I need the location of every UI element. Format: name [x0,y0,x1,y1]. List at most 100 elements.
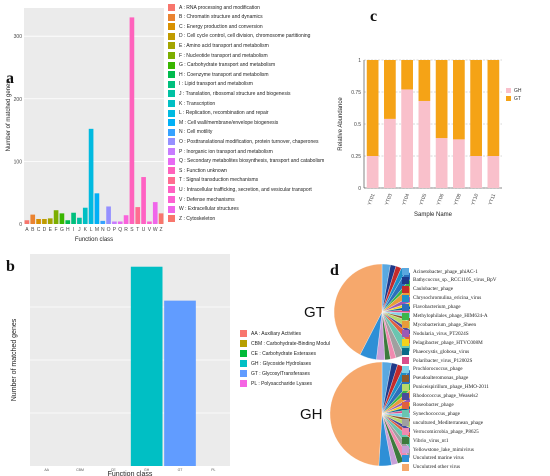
y-axis-label: Number of matched genes [6,81,12,152]
bar-YT05-GT [418,60,431,101]
legend-label: GT : GlycosylTransferases [251,370,310,377]
legend-item-virus-2: Caulobacter_phage [402,285,453,293]
legend-label: P : Inorganic ion transport and metaboli… [179,148,273,155]
legend-swatch [168,61,175,69]
legend-swatch [402,374,409,382]
legend-item-Z: Z : Cytoskeleton [168,215,216,223]
bar-K [82,207,88,224]
legend-item-virus-5: Methylophilales_phage_HIM624-A [402,312,488,320]
legend-swatch [168,138,175,146]
legend-swatch [168,90,175,98]
legend-item-virus-0: Acinetobacter_phage_phiAC-1 [402,268,478,275]
x-tick-label: CBM [76,468,84,472]
pie-GT-slice-22 [333,263,383,355]
x-tick-label: G [60,227,64,233]
legend-swatch [402,392,409,400]
x-tick-label: I [73,227,74,233]
legend-d: Acinetobacter_phage_phiAC-1 Bathycoccus_s… [402,268,550,472]
legend-label: Rhodococcus_phage_Weasels2 [413,393,478,400]
legend-swatch [168,4,175,11]
bar-N [100,220,106,224]
legend-item-S: S : Function unknown [168,167,227,175]
legend-item-G: G : Carbohydrate transport and metabolis… [168,61,275,69]
legend-label: Q : Secondary metabolites biosynthesis, … [179,158,325,165]
panel-label-c: c [370,8,378,25]
pie-GH-slice-22 [329,361,383,467]
bar-YT06-GH [435,138,448,188]
legend-label: Polaribacter_virus_P12002S [413,357,473,364]
legend-swatch [168,42,175,50]
bar-YT10-GH [470,156,482,188]
y-tick-label: 1 [358,58,361,64]
legend-swatch [402,428,409,436]
y-tick-label: 0 [358,186,361,192]
legend-label-GT: GT [514,96,521,102]
legend-swatch [240,380,247,387]
legend-swatch [240,370,247,377]
legend-a: A : RNA processing and modification B : C… [168,4,328,229]
x-tick-label: O [107,227,111,233]
panel-label-d: d [330,262,339,279]
legend-swatch [402,383,409,391]
legend-label: Unculutred marine virus [413,455,464,462]
x-tick-label: B [31,227,35,233]
legend-item-virus-11: Prochlorococcus_phage [402,365,463,373]
legend-swatch [402,365,409,373]
legend-label: Nodularia_virus_PT2024S [413,330,469,337]
legend-swatch [168,215,175,223]
chart-c-stacked-bars: 0 0.25 0.5 0.75 1 YT01 YT03 YT04 YT05 YT06 YT08 YT1… [338,58,522,218]
bar-I [71,212,76,224]
legend-label: Methylophilales_phage_HIM624-A [413,313,488,319]
bar-YT08-GH [453,139,465,188]
legend-item-C: C : Energy production and conversion [168,23,263,31]
bar-A [24,220,30,224]
legend-swatch [402,419,409,427]
legend-label: N : Cell motility [179,129,213,136]
legend-label: Chrysochromulina_ericina_virus [413,295,482,302]
bar-S [129,17,135,225]
legend-item-virus-20: Yellowstone_lake_mimivirus [402,446,474,453]
bar-GH [130,266,163,466]
x-tick-label: K [84,227,88,233]
legend-item-virus-16: Synechococcus_phage [402,410,460,418]
x-tick-label: L [90,227,93,233]
bar-W [152,202,158,224]
legend-label: GH : Glycoside Hydrolases [251,360,312,367]
legend-item-I: I : Lipid transport and metabolism [168,80,253,88]
legend-swatch [402,276,409,284]
bar-F [53,210,59,224]
legend-label: PL : Polysaccharide Lyases [251,380,313,387]
pie-label-GT: GT [304,304,325,321]
legend-item-PL: PL : Polysaccharide Lyases [240,380,312,387]
x-tick-label: H [66,227,70,233]
legend-swatch [168,205,175,213]
x-tick-label: P [113,227,117,233]
legend-label: Z : Cytoskeleton [179,215,216,222]
legend-item-AA: AA : Auxiliary Activities [240,330,301,337]
legend-label: Synechococcus_phage [413,410,460,417]
legend-swatch [402,410,409,418]
legend-swatch [402,446,409,453]
legend-item-virus-1: Bathycoccus_sp._RCC1105_virus_BpV [402,276,497,284]
x-tick-label: R [124,227,128,233]
legend-item-virus-21: Unculutred marine virus [402,454,464,462]
panel-label-a: a [6,70,14,87]
legend-item-GT: GT : GlycosylTransferases [240,370,310,377]
legend-item-T: T : Signal transduction mechanisms [168,176,258,184]
bar-U [141,177,146,224]
x-tick-label: N [101,227,105,233]
legend-item-virus-14: Rhodococcus_phage_Weasels2 [402,392,478,400]
x-tick-label: GT [178,468,184,472]
legend-item-A: A : RNA processing and modification [168,4,260,11]
bar-YT04-GT [401,60,413,90]
x-tick-label: YT03 [384,193,394,206]
bar-L [88,128,94,224]
legend-swatch [168,80,175,88]
legend-label: M : Cell wall/membrane/envelope biogenes… [179,119,279,126]
legend-item-N: N : Cell motility [168,128,213,136]
legend-swatch [402,401,409,409]
x-axis-label: Function class [108,471,153,476]
chart-b-cazy-bars: AA CBM CE GH GT PL Function class Number of mat… [11,254,230,476]
legend-swatch [402,437,409,445]
bar-J [77,217,82,224]
